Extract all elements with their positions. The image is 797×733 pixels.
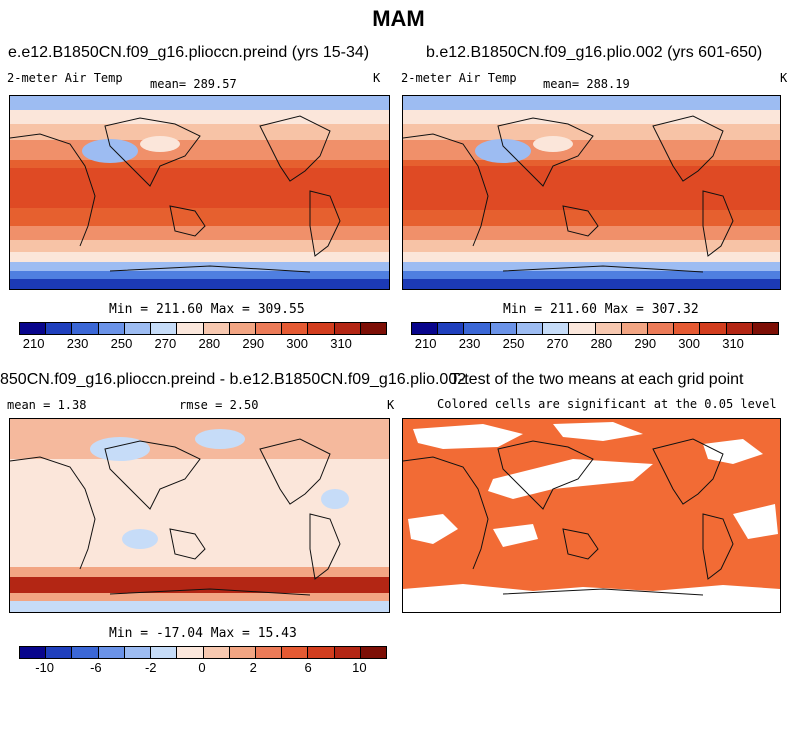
colorbar-swatch bbox=[20, 323, 47, 334]
colorbar-tick-label: -10 bbox=[35, 660, 55, 675]
colorbar-tick-label: 230 bbox=[458, 336, 481, 351]
panel1-units: K bbox=[373, 71, 381, 85]
colorbar-swatch bbox=[674, 323, 701, 334]
panel3-colorbar bbox=[19, 646, 387, 659]
colorbar-swatch bbox=[20, 647, 47, 658]
colorbar-swatch bbox=[151, 647, 178, 658]
colorbar-swatch bbox=[569, 323, 596, 334]
colorbar-swatch bbox=[360, 323, 387, 334]
colorbar-tick-label: 6 bbox=[304, 660, 312, 675]
colorbar-swatch bbox=[308, 647, 335, 658]
colorbar-tick-label: 290 bbox=[242, 336, 265, 351]
colorbar-tick-label: 250 bbox=[502, 336, 525, 351]
panel1-map bbox=[9, 95, 390, 290]
colorbar-swatch bbox=[438, 323, 465, 334]
colorbar-swatch bbox=[464, 323, 491, 334]
colorbar-tick-label: 10 bbox=[352, 660, 367, 675]
colorbar-swatch bbox=[151, 323, 178, 334]
colorbar-tick-label: 300 bbox=[678, 336, 701, 351]
colorbar-swatch bbox=[255, 647, 283, 658]
panel3-mean: mean = 1.38 bbox=[7, 398, 87, 412]
colorbar-swatch bbox=[72, 647, 99, 658]
colorbar-swatch bbox=[177, 323, 204, 334]
colorbar-swatch bbox=[308, 323, 335, 334]
colorbar-swatch bbox=[177, 647, 204, 658]
colorbar-swatch bbox=[203, 323, 230, 334]
colorbar-swatch bbox=[203, 647, 230, 658]
colorbar-swatch bbox=[255, 323, 283, 334]
colorbar-swatch bbox=[490, 323, 517, 334]
colorbar-tick-label: 310 bbox=[722, 336, 744, 351]
colorbar-swatch bbox=[516, 323, 544, 334]
colorbar-swatch bbox=[98, 647, 125, 658]
panel1-colorbar bbox=[19, 322, 387, 335]
panel2-variable: 2-meter Air Temp bbox=[401, 71, 517, 85]
colorbar-swatch bbox=[647, 323, 675, 334]
panel2-mean: mean= 288.19 bbox=[543, 77, 630, 91]
panel3-map bbox=[9, 418, 390, 613]
colorbar-tick-label: -6 bbox=[90, 660, 102, 675]
panel2-minmax: Min = 211.60 Max = 307.32 bbox=[503, 302, 699, 317]
panel1-mean: mean= 289.57 bbox=[150, 77, 237, 91]
panel2-colorbar bbox=[411, 322, 779, 335]
panel3-minmax: Min = -17.04 Max = 15.43 bbox=[109, 626, 297, 641]
colorbar-tick-label: -2 bbox=[144, 660, 157, 675]
colorbar-tick-label: 250 bbox=[110, 336, 133, 351]
colorbar-swatch bbox=[72, 323, 99, 334]
panel4-title: T-test of the two means at each grid poi… bbox=[450, 371, 744, 388]
colorbar-tick-label: 280 bbox=[198, 336, 221, 351]
colorbar-swatch bbox=[282, 323, 309, 334]
colorbar-tick-label: 290 bbox=[634, 336, 657, 351]
panel1-title: e.e12.B1850CN.f09_g16.plioccn.preind (yr… bbox=[8, 44, 370, 61]
panel4-map bbox=[402, 418, 781, 613]
panel1-minmax: Min = 211.60 Max = 309.55 bbox=[109, 302, 305, 317]
panel2-map bbox=[402, 95, 781, 290]
colorbar-swatch bbox=[334, 323, 361, 334]
colorbar-swatch bbox=[700, 323, 727, 334]
panel3-title: 850CN.f09_g16.plioccn.preind - b.e12.B18… bbox=[0, 371, 467, 388]
colorbar-swatch bbox=[124, 647, 152, 658]
panel4-subtitle: Colored cells are significant at the 0.0… bbox=[437, 397, 777, 411]
colorbar-swatch bbox=[229, 323, 256, 334]
colorbar-tick-label: 230 bbox=[66, 336, 89, 351]
colorbar-tick-label: 270 bbox=[154, 336, 177, 351]
panel2-colorbar-labels: 210 230 250 270 280 290 300 310 bbox=[411, 334, 777, 351]
colorbar-swatch bbox=[595, 323, 622, 334]
colorbar-tick-label: 310 bbox=[330, 336, 352, 351]
colorbar-tick-label: 0 bbox=[198, 660, 206, 675]
colorbar-swatch bbox=[98, 323, 125, 334]
colorbar-swatch bbox=[752, 323, 779, 334]
colorbar-swatch bbox=[334, 647, 361, 658]
colorbar-tick-label: 210 bbox=[414, 336, 437, 351]
colorbar-swatch bbox=[360, 647, 387, 658]
panel1-colorbar-labels: 210 230 250 270 280 290 300 310 bbox=[19, 334, 385, 351]
panel3-colorbar-labels: -10 -6 -2 0 2 6 10 bbox=[19, 658, 385, 675]
colorbar-swatch bbox=[46, 647, 73, 658]
colorbar-tick-label: 2 bbox=[249, 660, 257, 675]
colorbar-tick-label: 300 bbox=[286, 336, 309, 351]
colorbar-tick-label: 210 bbox=[22, 336, 45, 351]
panel3-units: K bbox=[387, 398, 395, 412]
colorbar-swatch bbox=[621, 323, 648, 334]
panel2-title: b.e12.B1850CN.f09_g16.plio.002 (yrs 601-… bbox=[426, 44, 763, 61]
colorbar-tick-label: 270 bbox=[546, 336, 569, 351]
figure-title: MAM bbox=[372, 6, 425, 31]
panel2-units: K bbox=[780, 71, 788, 85]
colorbar-swatch bbox=[282, 647, 309, 658]
colorbar-tick-label: 280 bbox=[590, 336, 613, 351]
colorbar-swatch bbox=[726, 323, 753, 334]
colorbar-swatch bbox=[412, 323, 439, 334]
colorbar-swatch bbox=[46, 323, 73, 334]
panel3-rmse: rmse = 2.50 bbox=[179, 398, 259, 412]
colorbar-swatch bbox=[229, 647, 256, 658]
colorbar-swatch bbox=[543, 323, 570, 334]
colorbar-swatch bbox=[124, 323, 152, 334]
panel1-variable: 2-meter Air Temp bbox=[7, 71, 123, 85]
